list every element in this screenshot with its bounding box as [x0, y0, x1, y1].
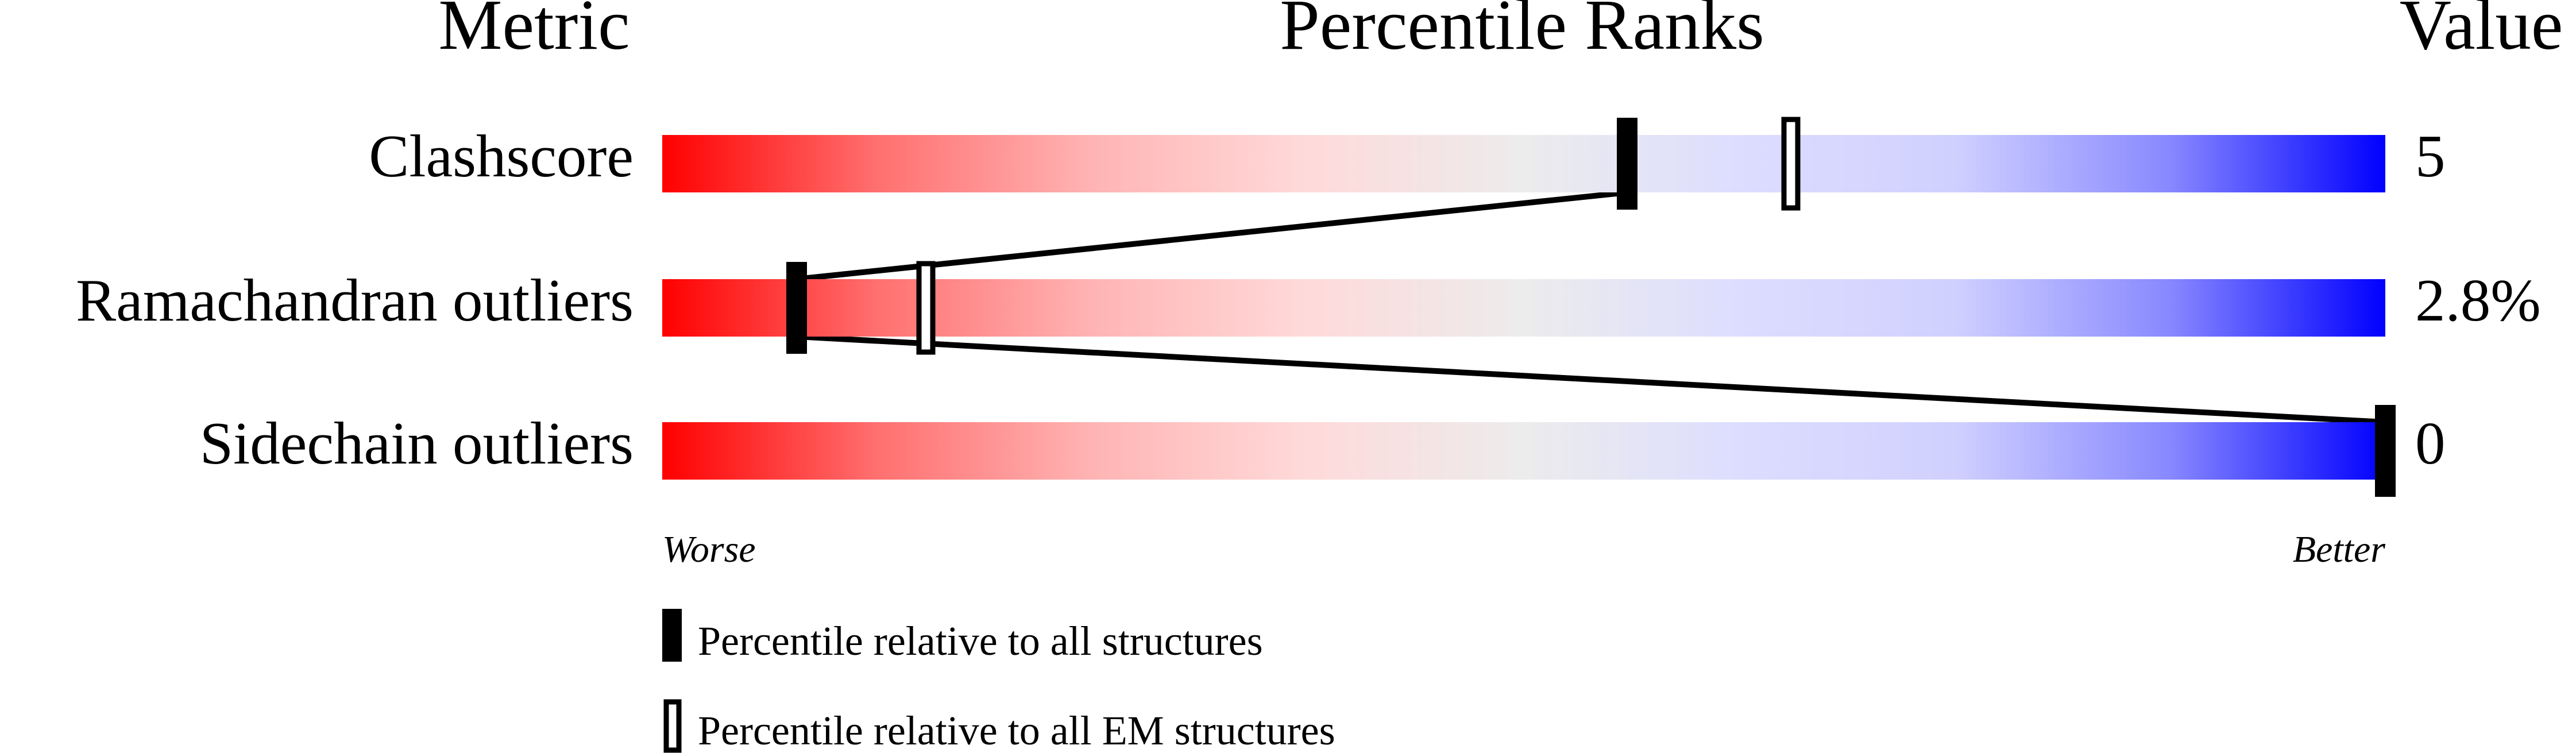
legend-filled-marker-icon	[662, 609, 682, 662]
axis-label-better: Better	[2293, 528, 2386, 570]
header-value: Value	[2400, 0, 2563, 65]
metric-label: Clashscore	[369, 122, 634, 190]
legend: Percentile relative to all structures Pe…	[662, 609, 1335, 753]
marker-all-structures	[1617, 118, 1637, 210]
marker-em-structures	[916, 261, 936, 355]
metric-value: 5	[2415, 122, 2446, 190]
percentile-bar	[662, 279, 2385, 337]
header-percentile-ranks: Percentile Ranks	[1280, 0, 1764, 65]
percentile-bar	[662, 135, 2385, 192]
percentile-bar	[662, 422, 2385, 480]
axis-label-worse: Worse	[662, 528, 756, 570]
marker-all-structures	[2375, 405, 2396, 497]
metric-label: Ramachandran outliers	[76, 267, 634, 334]
legend-label-all: Percentile relative to all structures	[698, 618, 1263, 664]
marker-all-structures	[786, 262, 807, 354]
marker-em-structures	[1781, 117, 1801, 211]
connector-line	[796, 334, 2386, 425]
metric-value: 2.8%	[2415, 267, 2541, 334]
legend-open-marker-icon	[663, 699, 682, 753]
metric-value: 0	[2415, 410, 2446, 477]
header-metric: Metric	[438, 0, 629, 65]
metric-label: Sidechain outliers	[200, 410, 634, 477]
legend-label-em: Percentile relative to all EM structures	[698, 708, 1335, 753]
